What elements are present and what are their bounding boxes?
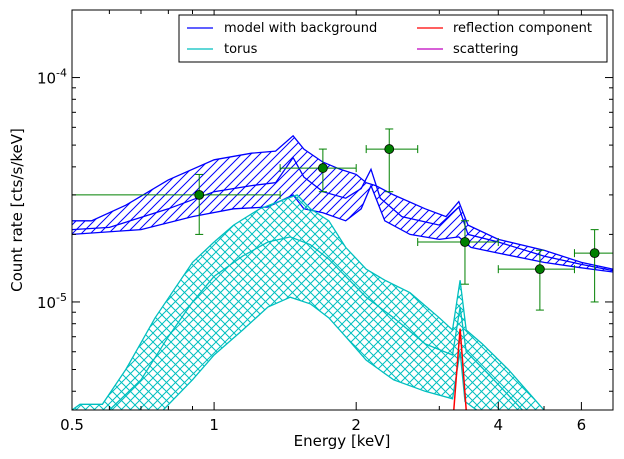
x-axis-label: Energy [keV] xyxy=(294,432,391,450)
legend: model with background torus reflection c… xyxy=(178,14,608,63)
legend-label-scattering: scattering xyxy=(453,42,519,57)
model-with-background-band xyxy=(72,135,613,272)
torus-upper-line xyxy=(72,194,545,410)
data-point-marker xyxy=(384,144,395,154)
axis-ticks: 0.5 1 2 4 6 10-5 10-4 xyxy=(37,10,614,434)
model-with-background-mid-line xyxy=(72,156,613,272)
y-tick-label: 10-5 xyxy=(37,291,67,312)
legend-label-reflection: reflection component xyxy=(453,21,592,36)
reflection-component-line xyxy=(453,328,467,410)
data-point-5 xyxy=(573,229,613,303)
x-tick-label: 6 xyxy=(577,416,587,434)
model-with-background-upper-line xyxy=(72,134,613,270)
data-points-layer xyxy=(72,128,613,311)
x-tick-label: 4 xyxy=(494,416,504,434)
data-point-2 xyxy=(365,128,419,193)
data-point-marker xyxy=(534,264,545,275)
data-point-4 xyxy=(497,249,575,311)
x-tick-label: 1 xyxy=(209,416,219,434)
plot-area xyxy=(71,9,614,411)
legend-label-torus: torus xyxy=(224,42,258,57)
model-with-background-lower-line xyxy=(72,183,613,273)
data-point-1 xyxy=(279,148,357,193)
data-point-marker xyxy=(460,237,470,247)
data-point-3 xyxy=(417,220,499,285)
data-point-marker xyxy=(317,163,328,173)
series-layer xyxy=(72,134,613,410)
x-tick-label: 2 xyxy=(351,416,361,434)
legend-label-model: model with background xyxy=(224,21,377,36)
torus-mid-line xyxy=(108,236,523,410)
plot-border xyxy=(71,9,614,411)
data-point-0 xyxy=(72,173,281,235)
y-axis-label: Count rate [cts/s/keV] xyxy=(8,128,26,292)
legend-box xyxy=(178,14,608,63)
x-tick-label: 0.5 xyxy=(60,416,84,434)
data-point-marker xyxy=(194,189,205,200)
data-point-marker xyxy=(589,248,600,259)
y-tick-label: 10-4 xyxy=(37,67,67,88)
